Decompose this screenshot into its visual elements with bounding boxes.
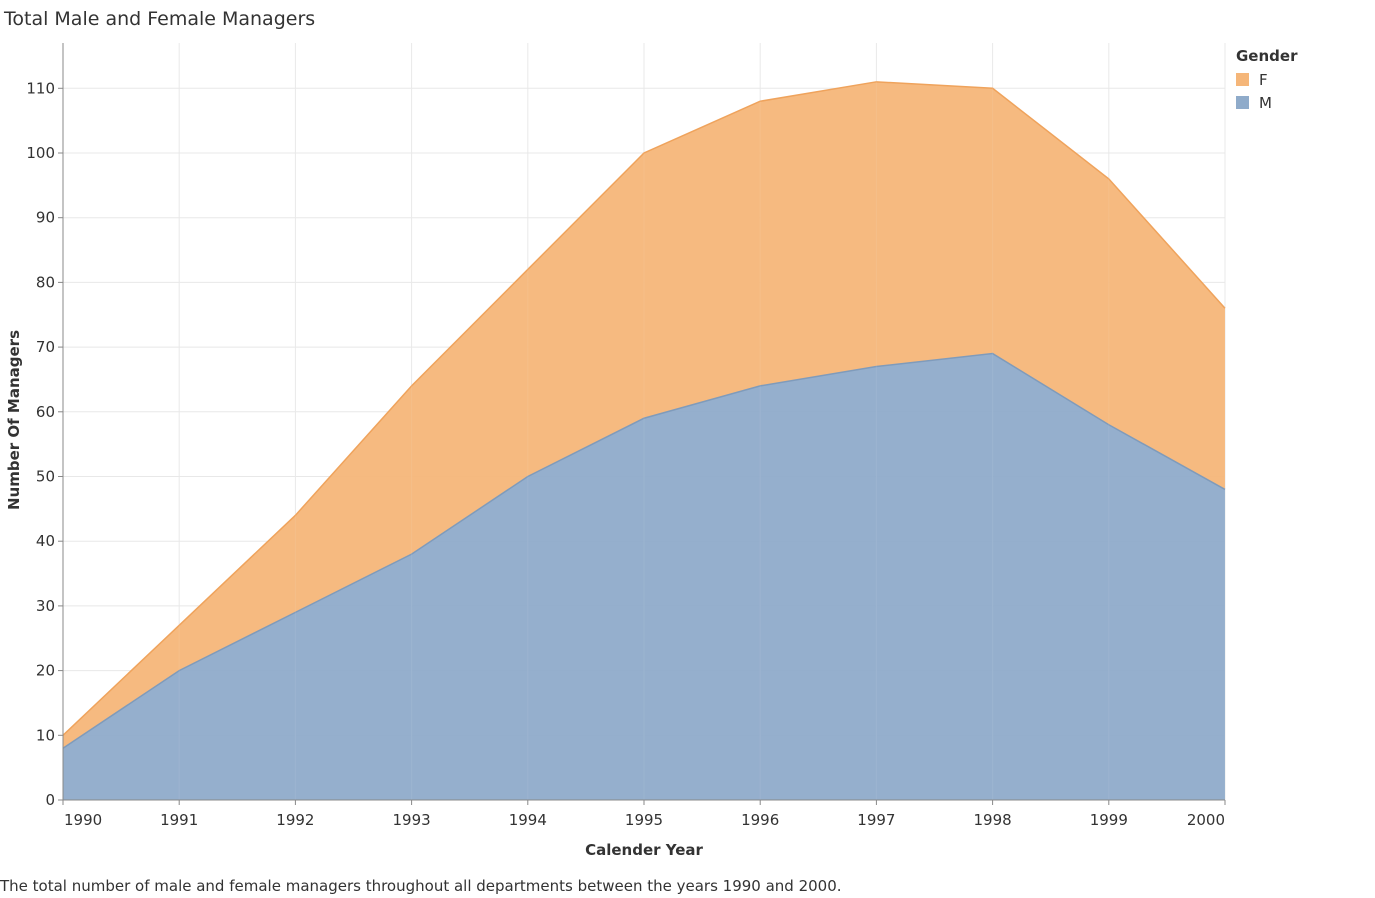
y-tick-label: 70: [36, 338, 55, 356]
line-f-top: [62, 81, 1226, 736]
y-tick-label: 90: [36, 209, 55, 227]
chart-caption: The total number of male and female mana…: [0, 877, 842, 895]
chart-title: Total Male and Female Managers: [4, 8, 316, 30]
y-tick-label: 60: [36, 403, 55, 421]
y-tick-label: 0: [45, 791, 55, 809]
x-tick-label: 1999: [1090, 811, 1128, 829]
legend-title: Gender: [1236, 47, 1298, 65]
area-m: [63, 353, 1225, 800]
y-tick-label: 80: [36, 273, 55, 291]
legend-label-f: F: [1259, 70, 1268, 89]
x-tick-label: 1990: [64, 811, 102, 829]
legend-swatch-f: [1236, 73, 1249, 86]
legend-item-f: F: [1236, 68, 1297, 91]
x-axis-title: Calender Year: [585, 841, 703, 859]
y-tick-label: 100: [26, 144, 55, 162]
x-tick-label: 1998: [974, 811, 1012, 829]
x-tick-label: 1991: [160, 811, 198, 829]
x-tick-label: 1996: [741, 811, 779, 829]
area-f: [63, 81, 1225, 749]
x-tick-label: 2000: [1187, 811, 1225, 829]
y-axis-ticks: 0 10 20 30 40 50 60 70 80 90 100 110: [26, 79, 63, 809]
legend-swatch-m: [1236, 96, 1249, 109]
y-tick-label: 30: [36, 597, 55, 615]
x-tick-label: 1994: [509, 811, 547, 829]
y-tick-label: 20: [36, 662, 55, 680]
y-axis-title: Number Of Managers: [5, 330, 23, 510]
y-tick-label: 40: [36, 532, 55, 550]
y-tick-label: 50: [36, 467, 55, 485]
x-tick-label: 1993: [393, 811, 431, 829]
legend-item-m: M: [1236, 91, 1297, 114]
y-tick-label: 10: [36, 726, 55, 744]
line-m-top: [62, 352, 1226, 749]
legend: Gender F M: [1236, 47, 1297, 114]
x-tick-label: 1995: [625, 811, 663, 829]
x-tick-label: 1992: [276, 811, 314, 829]
x-axis-ticks: 1990 1991 1992 1993 1994 1995 1996 1997 1998 1999…: [62, 800, 1226, 829]
area-series: [62, 43, 1226, 800]
y-tick-label: 110: [26, 79, 55, 97]
x-tick-label: 1997: [857, 811, 895, 829]
legend-label-m: M: [1259, 93, 1272, 112]
